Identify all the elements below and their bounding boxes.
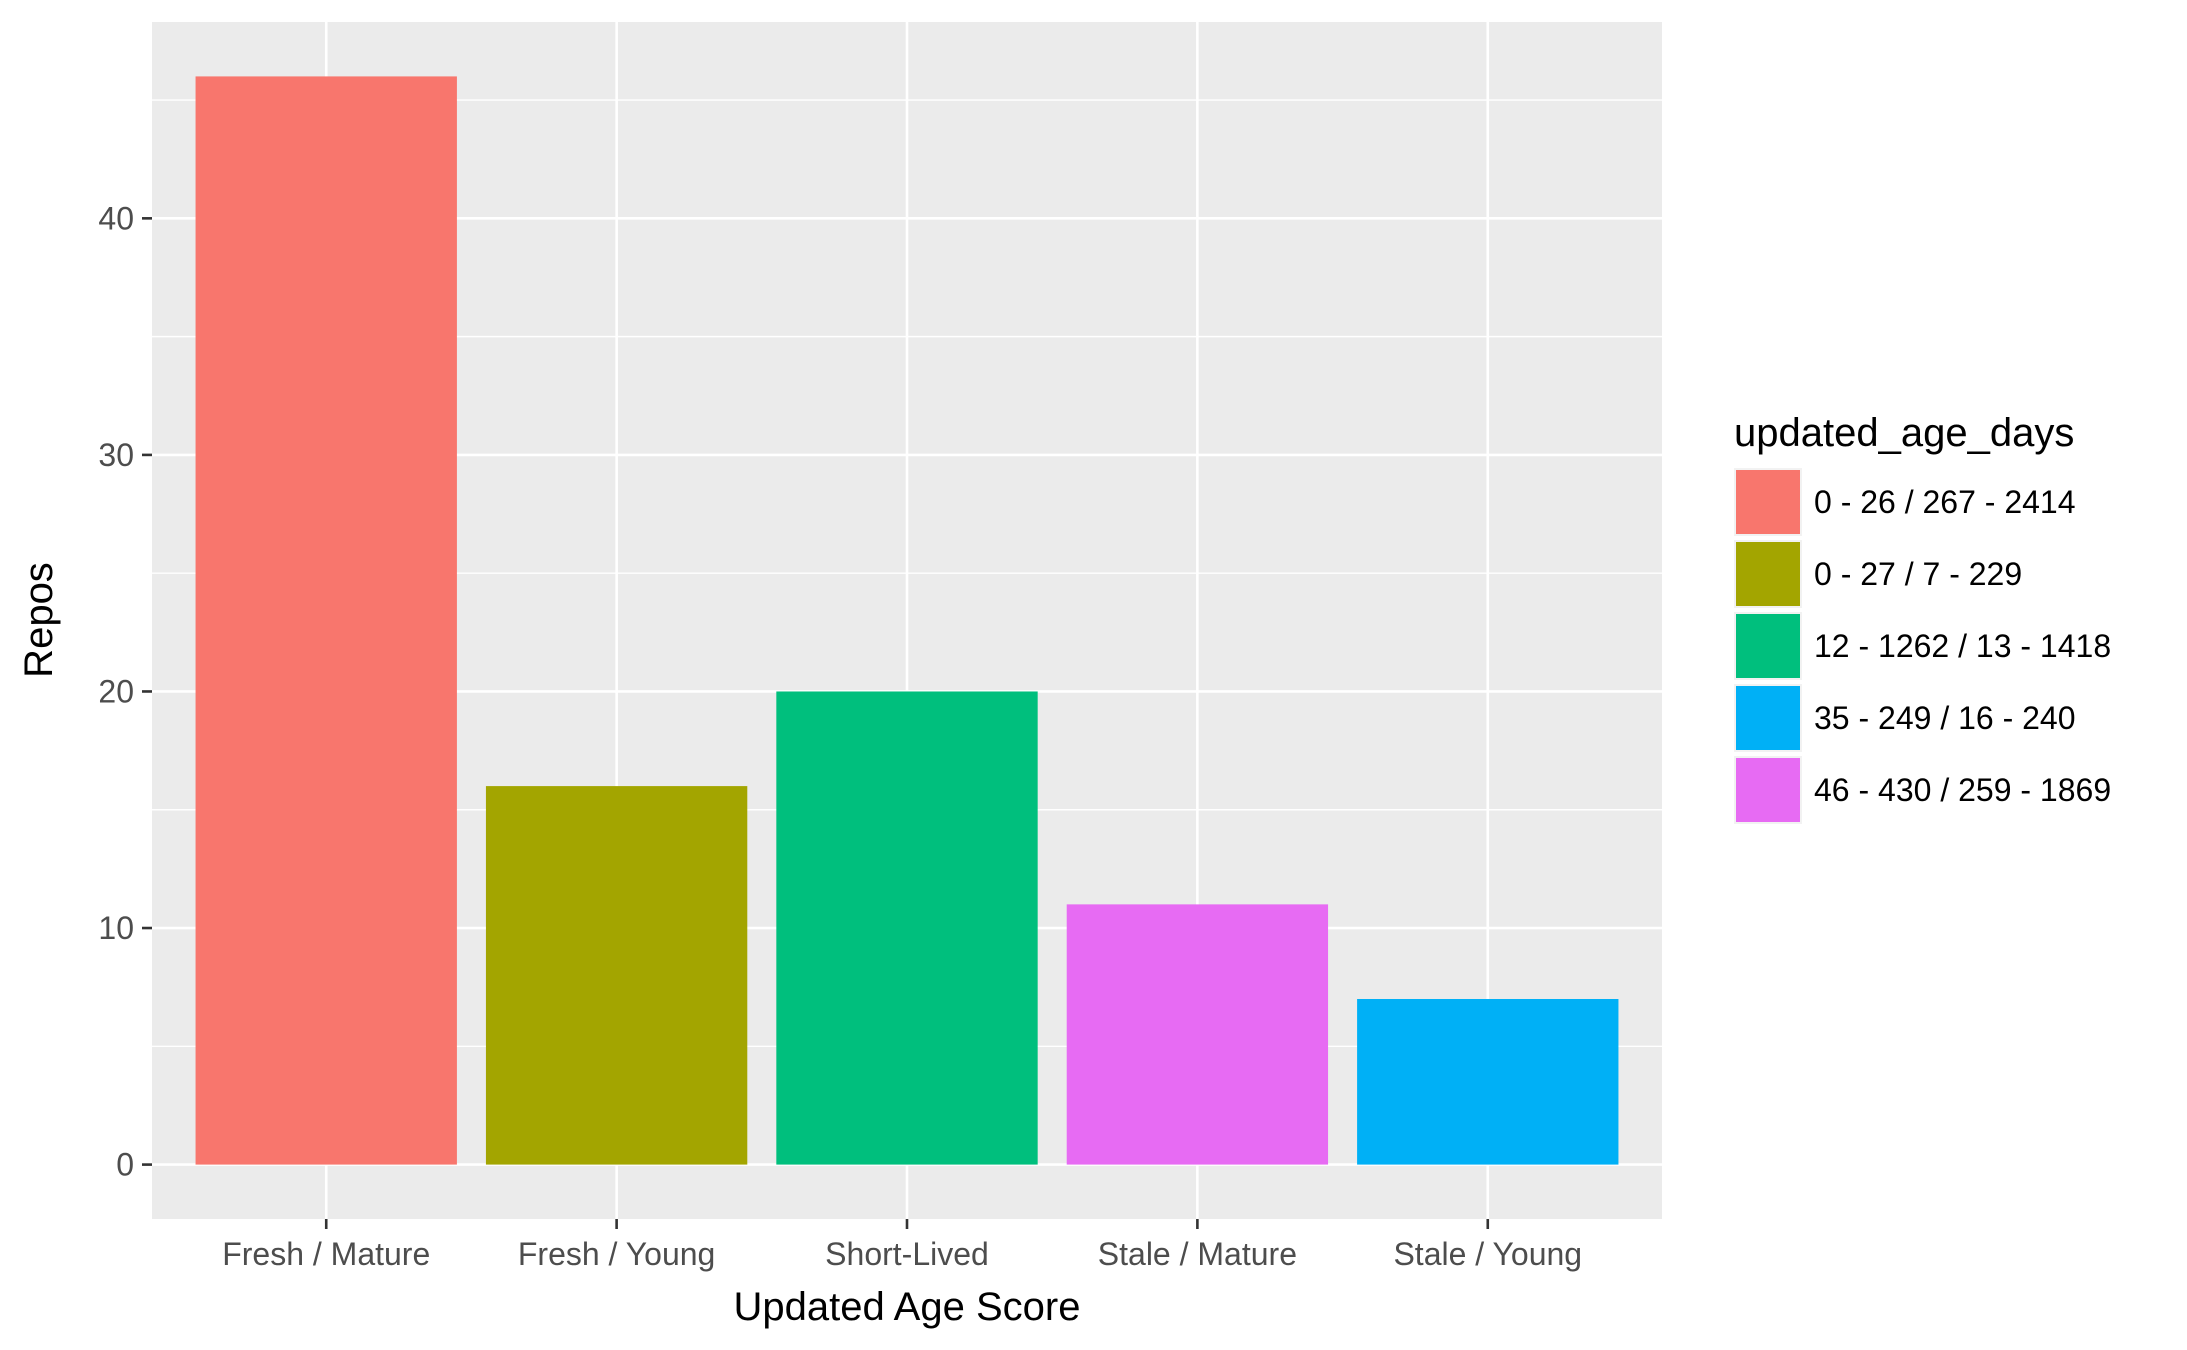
legend-title: updated_age_days <box>1734 411 2074 455</box>
bar-fresh-mature <box>195 76 457 1165</box>
x-axis-title: Updated Age Score <box>734 1285 1081 1329</box>
x-tick-label: Stale / Young <box>1393 1236 1582 1272</box>
legend-entry-label: 46 - 430 / 259 - 1869 <box>1814 772 2111 808</box>
y-axis-title: Repos <box>17 562 61 678</box>
legend-key-swatch <box>1736 614 1800 678</box>
bars-group <box>195 76 1619 1165</box>
legend-key-swatch <box>1736 758 1800 822</box>
bar-fresh-young <box>485 786 748 1165</box>
x-tick-label: Fresh / Mature <box>222 1236 430 1272</box>
y-tick-label: 20 <box>98 673 134 709</box>
legend-key-swatch <box>1736 686 1800 750</box>
y-tick-label: 40 <box>98 200 134 236</box>
bar-stale-young <box>1357 998 1619 1165</box>
y-tick-label: 0 <box>116 1147 134 1183</box>
legend-entry-label: 35 - 249 / 16 - 240 <box>1814 700 2076 736</box>
y-axis: 0 10 20 30 40 <box>98 200 152 1183</box>
x-axis: Fresh / Mature Fresh / Young Short-Lived St… <box>222 1219 1582 1272</box>
legend-entry-label: 12 - 1262 / 13 - 1418 <box>1814 628 2111 664</box>
x-tick-label: Short-Lived <box>825 1236 989 1272</box>
x-tick-label: Stale / Mature <box>1098 1236 1297 1272</box>
y-tick-label: 30 <box>98 437 134 473</box>
bar-stale-mature <box>1066 904 1329 1165</box>
legend-entry-label: 0 - 27 / 7 - 229 <box>1814 556 2022 592</box>
legend-entry-label: 0 - 26 / 267 - 2414 <box>1814 484 2076 520</box>
legend-key-swatch <box>1736 470 1800 534</box>
x-tick-label: Fresh / Young <box>518 1236 715 1272</box>
bar-short-lived <box>776 691 1038 1165</box>
legend: updated_age_days 0 - 26 / 267 - 2414 0 - … <box>1734 411 2111 824</box>
y-tick-label: 10 <box>98 910 134 946</box>
legend-key-swatch <box>1736 542 1800 606</box>
